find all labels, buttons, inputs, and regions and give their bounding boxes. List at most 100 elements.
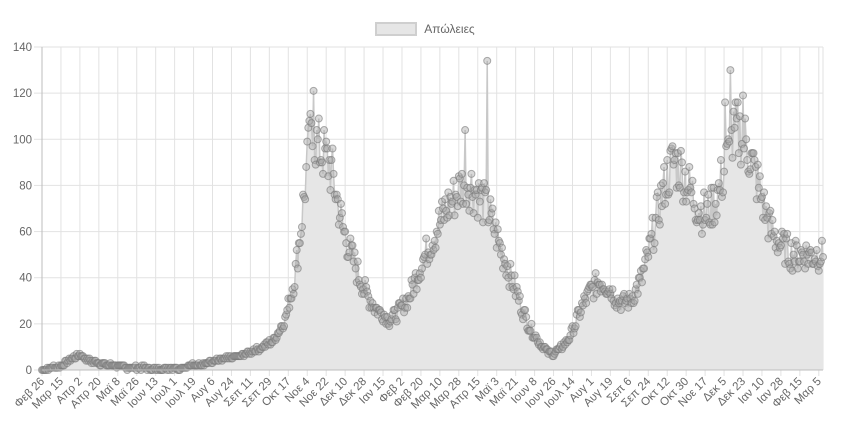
data-point[interactable] xyxy=(515,292,524,301)
data-point[interactable] xyxy=(462,199,471,208)
data-point[interactable] xyxy=(332,190,341,199)
data-point[interactable] xyxy=(812,246,821,255)
data-point[interactable] xyxy=(295,239,304,248)
data-point[interactable] xyxy=(339,222,348,231)
data-point[interactable] xyxy=(344,252,353,261)
data-point[interactable] xyxy=(757,192,766,201)
data-point[interactable] xyxy=(725,137,734,146)
data-point[interactable] xyxy=(650,239,659,248)
data-point[interactable] xyxy=(776,241,785,250)
data-point[interactable] xyxy=(522,312,531,321)
data-point[interactable] xyxy=(760,188,769,197)
data-point[interactable] xyxy=(483,56,492,65)
data-point[interactable] xyxy=(660,162,669,171)
data-point[interactable] xyxy=(576,308,585,317)
data-point[interactable] xyxy=(730,123,739,132)
data-point[interactable] xyxy=(631,285,640,294)
data-point[interactable] xyxy=(457,169,466,178)
data-point[interactable] xyxy=(521,306,530,315)
data-point[interactable] xyxy=(297,222,306,231)
data-point[interactable] xyxy=(606,289,615,298)
data-point[interactable] xyxy=(616,306,625,315)
data-point[interactable] xyxy=(789,250,798,259)
data-point[interactable] xyxy=(301,195,310,204)
data-point[interactable] xyxy=(755,172,764,181)
data-point[interactable] xyxy=(612,303,621,312)
data-point[interactable] xyxy=(336,199,345,208)
data-point[interactable] xyxy=(753,160,762,169)
data-point[interactable] xyxy=(450,211,459,220)
data-point[interactable] xyxy=(740,144,749,153)
data-point[interactable] xyxy=(649,246,658,255)
data-point[interactable] xyxy=(313,135,322,144)
data-point[interactable] xyxy=(444,188,453,197)
data-point[interactable] xyxy=(312,126,321,135)
data-point[interactable] xyxy=(500,255,509,264)
data-point[interactable] xyxy=(791,236,800,245)
data-point[interactable] xyxy=(728,153,737,162)
data-point[interactable] xyxy=(327,156,336,165)
data-point[interactable] xyxy=(475,197,484,206)
data-point[interactable] xyxy=(703,199,712,208)
data-point[interactable] xyxy=(711,199,720,208)
data-point[interactable] xyxy=(411,269,420,278)
data-point[interactable] xyxy=(320,126,329,135)
data-point[interactable] xyxy=(291,259,300,268)
data-point[interactable] xyxy=(795,257,804,266)
data-point[interactable] xyxy=(506,259,515,268)
data-point[interactable] xyxy=(302,162,311,171)
data-point[interactable] xyxy=(514,296,523,305)
data-point[interactable] xyxy=(403,303,412,312)
data-point[interactable] xyxy=(292,246,301,255)
data-point[interactable] xyxy=(637,278,646,287)
data-point[interactable] xyxy=(793,264,802,273)
data-point[interactable] xyxy=(362,282,371,291)
data-point[interactable] xyxy=(819,252,827,261)
data-point[interactable] xyxy=(653,188,662,197)
data-point[interactable] xyxy=(491,218,500,227)
data-point[interactable] xyxy=(488,204,497,213)
data-point[interactable] xyxy=(686,183,695,192)
data-point[interactable] xyxy=(293,264,302,273)
data-point[interactable] xyxy=(417,264,426,273)
data-point[interactable] xyxy=(363,287,372,296)
data-point[interactable] xyxy=(661,199,670,208)
data-point[interactable] xyxy=(663,156,672,165)
data-point[interactable] xyxy=(717,192,726,201)
data-point[interactable] xyxy=(364,292,373,301)
data-point[interactable] xyxy=(513,287,522,296)
data-point[interactable] xyxy=(287,294,296,303)
data-point[interactable] xyxy=(652,192,661,201)
data-point[interactable] xyxy=(308,142,317,151)
data-point[interactable] xyxy=(745,169,754,178)
data-point[interactable] xyxy=(493,225,502,234)
data-point[interactable] xyxy=(423,259,432,268)
data-point[interactable] xyxy=(569,329,578,338)
data-point[interactable] xyxy=(306,109,315,118)
data-point[interactable] xyxy=(309,86,318,95)
data-point[interactable] xyxy=(282,310,291,319)
data-point[interactable] xyxy=(773,248,782,257)
data-point[interactable] xyxy=(307,119,316,128)
data-point[interactable] xyxy=(721,98,730,107)
data-point[interactable] xyxy=(499,264,508,273)
data-point[interactable] xyxy=(591,269,600,278)
data-point[interactable] xyxy=(527,319,536,328)
data-point[interactable] xyxy=(430,236,439,245)
data-point[interactable] xyxy=(685,162,694,171)
data-point[interactable] xyxy=(348,241,357,250)
data-point[interactable] xyxy=(668,142,677,151)
data-point[interactable] xyxy=(736,160,745,169)
data-point[interactable] xyxy=(486,195,495,204)
data-point[interactable] xyxy=(647,229,656,238)
data-point[interactable] xyxy=(465,206,474,215)
data-point[interactable] xyxy=(331,195,340,204)
data-point[interactable] xyxy=(467,169,476,178)
data-point[interactable] xyxy=(582,299,591,308)
data-point[interactable] xyxy=(565,336,574,345)
data-point[interactable] xyxy=(385,322,394,331)
data-point[interactable] xyxy=(581,294,590,303)
data-point[interactable] xyxy=(289,289,298,298)
data-point[interactable] xyxy=(431,243,440,252)
data-point[interactable] xyxy=(749,149,758,158)
